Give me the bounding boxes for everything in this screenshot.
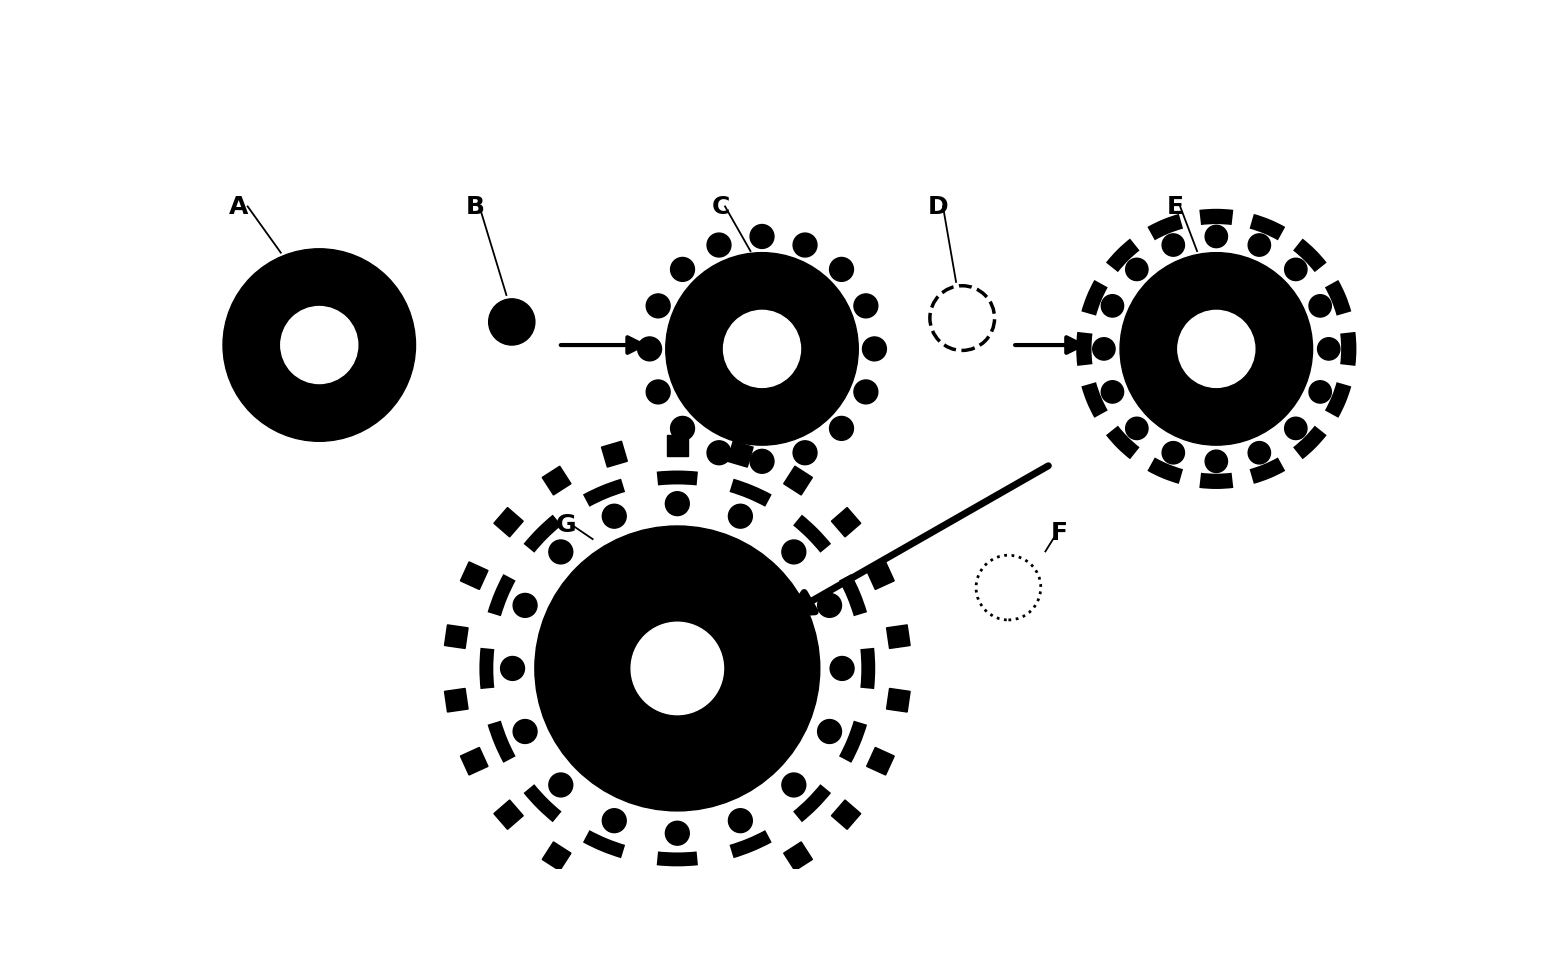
Circle shape [1162,441,1184,464]
Circle shape [729,809,753,833]
Circle shape [1178,310,1254,387]
Circle shape [535,526,820,811]
Polygon shape [867,562,894,590]
Circle shape [729,505,753,528]
Circle shape [1126,417,1148,439]
Circle shape [489,299,535,346]
Polygon shape [831,800,861,830]
Circle shape [1317,338,1341,360]
Circle shape [549,773,572,796]
Circle shape [1101,381,1124,403]
Circle shape [1248,441,1270,464]
Circle shape [281,306,358,384]
Circle shape [817,593,842,617]
Circle shape [707,233,731,257]
Circle shape [817,719,842,744]
Circle shape [829,417,853,440]
Text: A: A [229,195,249,219]
Polygon shape [444,625,469,648]
Circle shape [1248,234,1270,256]
Circle shape [223,249,416,441]
Circle shape [793,441,817,465]
Polygon shape [784,842,812,871]
Circle shape [665,492,690,515]
Circle shape [1120,253,1312,445]
Circle shape [513,593,536,617]
Circle shape [646,294,670,318]
Polygon shape [461,748,488,775]
Circle shape [1309,295,1331,317]
Circle shape [750,224,775,249]
Circle shape [671,417,695,440]
Text: E: E [1167,195,1184,219]
Polygon shape [886,688,909,712]
Circle shape [829,258,853,281]
Polygon shape [494,508,524,537]
Circle shape [723,310,801,387]
Circle shape [549,540,572,564]
Circle shape [665,821,690,845]
Polygon shape [831,508,861,537]
Circle shape [500,657,524,680]
Circle shape [1101,295,1124,317]
Polygon shape [543,842,571,871]
Circle shape [793,233,817,257]
Circle shape [602,809,626,833]
Polygon shape [784,467,812,495]
Polygon shape [728,870,753,896]
Text: F: F [1051,520,1068,545]
Polygon shape [494,800,524,830]
Polygon shape [886,625,909,648]
Circle shape [1093,338,1115,360]
Polygon shape [461,562,488,590]
Circle shape [1309,381,1331,403]
Circle shape [1162,234,1184,256]
Text: B: B [466,195,485,219]
Text: C: C [712,195,731,219]
Circle shape [1206,225,1228,248]
Circle shape [646,380,670,404]
Circle shape [602,505,626,528]
Circle shape [862,337,886,361]
Circle shape [1284,259,1308,280]
Circle shape [630,623,723,714]
Polygon shape [602,870,627,896]
Polygon shape [602,441,627,468]
Circle shape [829,657,855,680]
Text: G: G [555,513,577,537]
Circle shape [638,337,662,361]
Circle shape [855,380,878,404]
Circle shape [750,449,775,473]
Circle shape [1206,450,1228,472]
Polygon shape [867,748,894,775]
Circle shape [707,441,731,465]
Polygon shape [666,434,688,456]
Text: D: D [928,195,949,219]
Polygon shape [666,881,688,902]
Polygon shape [728,441,753,468]
Circle shape [666,253,858,445]
Circle shape [1284,417,1308,439]
Circle shape [671,258,695,281]
Circle shape [513,719,536,744]
Polygon shape [543,467,571,495]
Circle shape [782,540,806,564]
Circle shape [855,294,878,318]
Circle shape [1126,259,1148,280]
Polygon shape [444,688,469,712]
Circle shape [782,773,806,796]
